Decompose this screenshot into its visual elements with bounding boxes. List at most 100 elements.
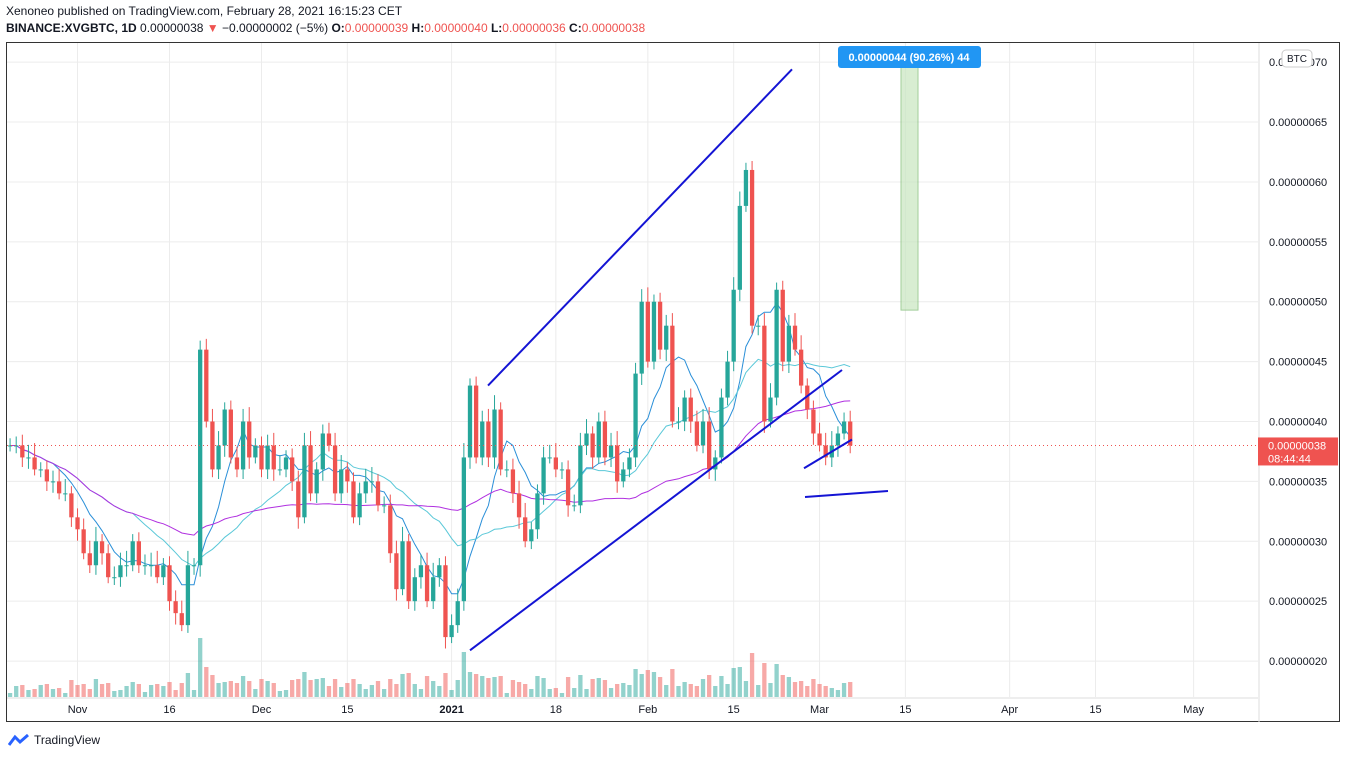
candle-body — [394, 553, 399, 590]
candle-body — [191, 565, 197, 567]
candle-body — [596, 421, 601, 458]
volume-bar — [676, 686, 681, 697]
last-price: 0.00000038 — [140, 21, 204, 35]
symbol-label[interactable]: BINANCE:XVGBTC, 1D — [6, 21, 137, 35]
price-change: −0.00000002 (−5%) — [222, 21, 329, 35]
volume-bar — [179, 683, 184, 697]
candle-body — [516, 493, 522, 518]
volume-bar — [50, 689, 56, 697]
candle-body — [737, 205, 742, 290]
candle-body — [670, 325, 675, 422]
price-tick-label: 0.00000035 — [1269, 476, 1327, 488]
chart-frame[interactable] — [6, 42, 1340, 722]
volume-bar — [26, 690, 31, 697]
volume-bar — [848, 682, 853, 697]
volume-bar — [234, 683, 240, 697]
volume-bar — [296, 679, 301, 697]
candle-body — [357, 493, 362, 518]
volume-bar — [381, 689, 387, 697]
volume-bar — [32, 689, 37, 697]
candle-body — [204, 349, 209, 422]
volume-bar — [578, 675, 583, 697]
footer-brand[interactable]: TradingView — [8, 733, 100, 747]
candle-body — [290, 457, 295, 482]
candle-body — [694, 421, 700, 446]
volume-bar — [768, 683, 773, 697]
high-value: 0.00000040 — [424, 21, 488, 35]
candle-body — [811, 409, 816, 434]
candle-body — [222, 409, 227, 446]
volume-bar — [412, 684, 417, 697]
volume-bar — [565, 677, 571, 697]
candle-body — [167, 565, 172, 602]
volume-bar — [394, 684, 399, 697]
candle-body — [271, 445, 276, 470]
volume-bar — [204, 667, 209, 697]
candle-body — [498, 409, 503, 470]
volume-bar — [467, 672, 473, 697]
candle-body — [676, 421, 681, 423]
volume-bar — [277, 691, 283, 697]
candle-body — [234, 457, 240, 470]
volume-bar — [7, 693, 13, 697]
candle-body — [437, 565, 442, 578]
candle-body — [461, 457, 467, 602]
volume-bar — [535, 676, 540, 697]
candle-body — [369, 481, 375, 483]
candle-body — [541, 457, 546, 494]
candle-body — [627, 457, 632, 470]
candle-body — [817, 433, 822, 446]
volume-bar — [142, 692, 148, 697]
price-tick-label: 0.00000060 — [1269, 177, 1327, 189]
volume-bar — [694, 686, 700, 697]
volume-bar — [621, 683, 626, 697]
candle-body — [118, 565, 123, 578]
candle-body — [651, 301, 657, 362]
trendline — [487, 68, 793, 387]
volume-bar — [688, 684, 693, 697]
candle-body — [283, 457, 289, 470]
volume-bar — [406, 673, 411, 697]
volume-bar — [657, 677, 663, 697]
volume-bar — [682, 682, 687, 697]
candle-body — [375, 481, 381, 506]
candle-body — [320, 433, 325, 470]
current-price-label: 0.00000038 — [1268, 440, 1326, 452]
candle-body — [774, 289, 779, 398]
candle-body — [486, 421, 491, 458]
trendline — [804, 489, 889, 498]
volume-bar — [14, 686, 19, 697]
candle-body — [228, 409, 233, 458]
volume-bar — [112, 691, 117, 697]
volume-bar — [602, 680, 608, 697]
volume-bar — [363, 689, 368, 697]
candle-body — [259, 445, 264, 470]
candle-body — [106, 553, 111, 578]
candle-body — [713, 457, 718, 470]
volume-bar — [124, 686, 129, 697]
volume-bar — [56, 688, 62, 697]
volume-bar — [584, 689, 589, 697]
volume-bar — [259, 679, 264, 697]
candle-body — [621, 469, 626, 482]
volume-bar — [75, 685, 80, 697]
volume-bar — [118, 690, 123, 697]
candle-body — [7, 445, 13, 447]
candle-body — [768, 397, 773, 422]
candle-body — [431, 577, 436, 602]
trendline — [803, 438, 853, 470]
candle-body — [130, 541, 135, 566]
volume-bar — [375, 681, 381, 697]
volume-bar — [725, 684, 730, 697]
volume-bar — [38, 685, 43, 697]
candle-body — [608, 445, 614, 458]
volume-bar — [20, 685, 25, 697]
volume-bar — [431, 681, 436, 697]
volume-bar — [308, 680, 313, 697]
time-tick-label: 15 — [341, 704, 353, 716]
candle-body — [253, 445, 258, 458]
volume-bar — [283, 690, 289, 697]
volume-bar — [44, 684, 50, 697]
volume-bar — [473, 674, 479, 697]
